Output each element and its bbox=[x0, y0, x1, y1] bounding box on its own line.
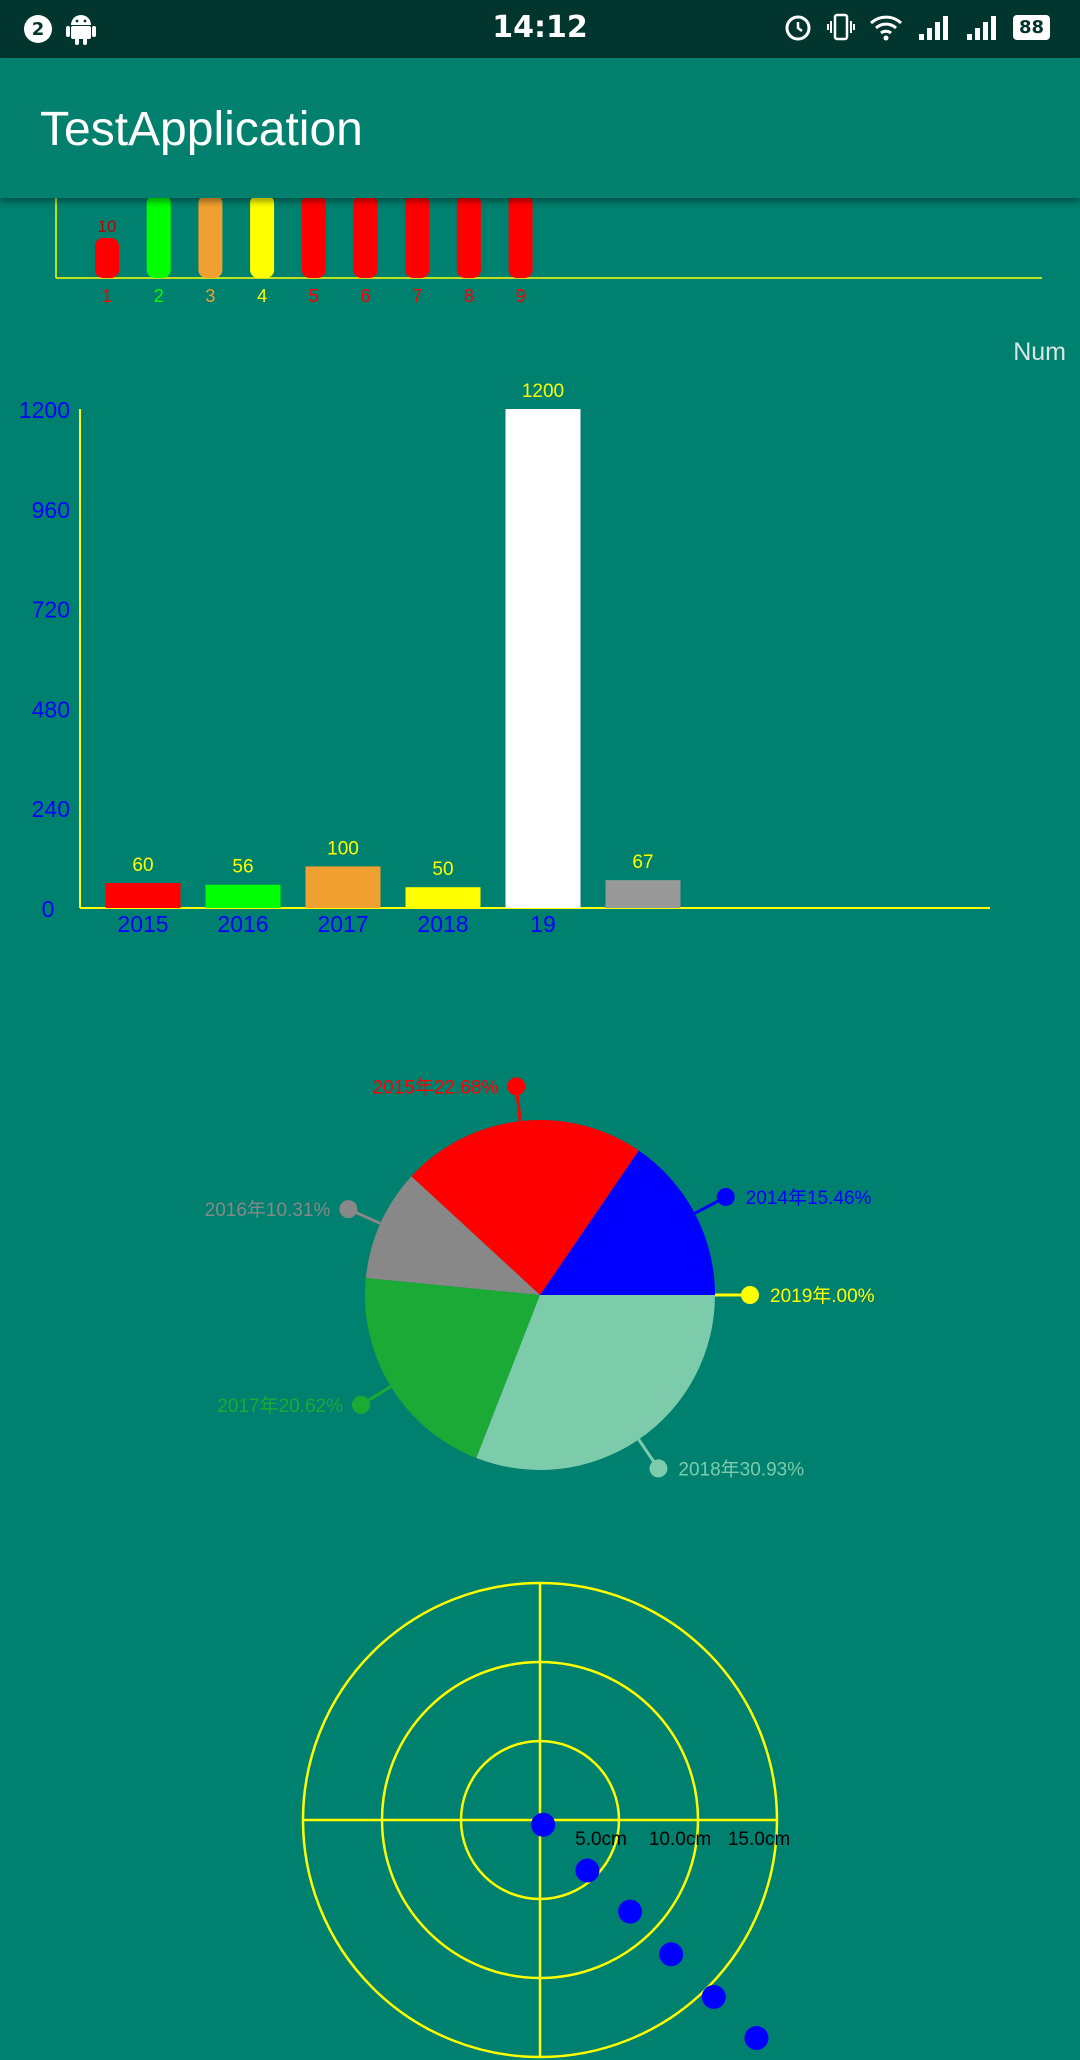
pie-slice-label: 2016年10.31% bbox=[205, 1199, 331, 1221]
pie-slice bbox=[540, 1150, 715, 1295]
signal-icon bbox=[966, 16, 996, 40]
y-tick-label: 480 bbox=[32, 696, 70, 722]
mini-bar bbox=[146, 195, 171, 278]
status-time: 14:12 bbox=[492, 10, 588, 45]
mini-bar bbox=[301, 195, 326, 278]
mini-x-tick-label: 4 bbox=[257, 286, 267, 306]
mini-bar-data-label: 10 bbox=[98, 217, 117, 236]
mini-bar bbox=[198, 195, 223, 278]
mini-bar bbox=[508, 195, 533, 278]
pie-label-dot bbox=[352, 1395, 371, 1414]
scatter-point bbox=[701, 1984, 726, 2009]
mini-bar bbox=[456, 195, 481, 278]
pie-slice bbox=[411, 1120, 639, 1295]
mini-x-tick-label: 1 bbox=[102, 286, 112, 306]
polar-ring-label: 15.0cm bbox=[728, 1829, 790, 1850]
pie-slice bbox=[364, 1277, 540, 1458]
pie-label-dot bbox=[649, 1459, 668, 1478]
bar bbox=[605, 880, 681, 908]
pie-slice bbox=[476, 1295, 715, 1470]
mini-bar bbox=[353, 195, 378, 278]
mini-x-tick-label: 7 bbox=[412, 286, 422, 306]
bar-data-label: 1200 bbox=[522, 381, 564, 402]
y-tick-label: 1200 bbox=[19, 397, 70, 423]
pie-slice-label: 2014年15.46% bbox=[746, 1187, 872, 1209]
bar bbox=[505, 409, 581, 908]
mini-bar-chart bbox=[55, 195, 1042, 279]
scatter-point bbox=[531, 1812, 556, 1837]
bar-data-label: 56 bbox=[232, 857, 253, 878]
battery-level: 88 bbox=[1012, 14, 1050, 40]
polar-ring-label: 5.0cm bbox=[575, 1829, 627, 1850]
x-tick-label: 2015 bbox=[117, 911, 168, 937]
x-tick-label: 2017 bbox=[317, 911, 368, 937]
bar-data-label: 60 bbox=[132, 855, 153, 876]
bar bbox=[305, 866, 381, 908]
y-tick-label: 240 bbox=[32, 796, 70, 822]
pie-slice-label: 2015年22.68% bbox=[373, 1076, 499, 1098]
mini-x-tick-label: 5 bbox=[309, 286, 319, 306]
mini-x-tick-label: 2 bbox=[154, 286, 164, 306]
pie-slice-label: 2018年30.93% bbox=[678, 1458, 804, 1480]
mini-bar bbox=[405, 195, 430, 278]
alarm-icon bbox=[785, 15, 811, 41]
pie-slice-label: 2019年.00% bbox=[770, 1285, 875, 1307]
mini-x-tick-label: 8 bbox=[464, 286, 474, 306]
mini-x-tick-label: 9 bbox=[516, 286, 526, 306]
y-tick-label: 0 bbox=[42, 896, 55, 922]
bar bbox=[105, 883, 181, 908]
app-title: TestApplication bbox=[40, 103, 363, 156]
scatter-point bbox=[618, 1899, 643, 1924]
x-tick-label: 2018 bbox=[417, 911, 468, 937]
y-tick-label: 720 bbox=[32, 597, 70, 623]
pie-label-dot bbox=[741, 1286, 759, 1304]
x-tick-label: 2016 bbox=[217, 911, 268, 937]
scatter-point bbox=[575, 1858, 600, 1883]
wifi-icon bbox=[869, 15, 902, 41]
y-axis-title: Num bbox=[1013, 338, 1066, 366]
android-icon bbox=[66, 15, 96, 45]
scatter-point bbox=[744, 2026, 769, 2051]
mini-x-tick-label: 3 bbox=[205, 286, 215, 306]
bar bbox=[405, 887, 481, 908]
signal-icon bbox=[918, 16, 948, 40]
scatter-point bbox=[659, 1942, 684, 1967]
pie-label-dot bbox=[339, 1200, 358, 1219]
pie-label-dot bbox=[507, 1077, 526, 1096]
mini-bar bbox=[95, 238, 119, 278]
app-bar: TestApplication bbox=[0, 58, 1080, 198]
status-bar: 2 14:12 88 bbox=[0, 0, 1080, 58]
vibrate-icon bbox=[826, 13, 855, 41]
mini-x-tick-label: 6 bbox=[360, 286, 370, 306]
y-tick-label: 960 bbox=[32, 497, 70, 523]
x-tick-label: 19 bbox=[530, 911, 556, 937]
bar-data-label: 67 bbox=[632, 852, 653, 873]
pie-slice bbox=[365, 1176, 540, 1295]
bar-data-label: 50 bbox=[432, 859, 453, 880]
mini-bar bbox=[250, 195, 275, 278]
pie-label-dot bbox=[716, 1187, 735, 1206]
polar-ring-label: 10.0cm bbox=[649, 1829, 711, 1850]
bar-data-label: 100 bbox=[327, 838, 359, 859]
notification-count-badge: 2 bbox=[24, 15, 52, 43]
pie-slice-label: 2017年20.62% bbox=[217, 1395, 343, 1417]
bar bbox=[205, 884, 281, 908]
